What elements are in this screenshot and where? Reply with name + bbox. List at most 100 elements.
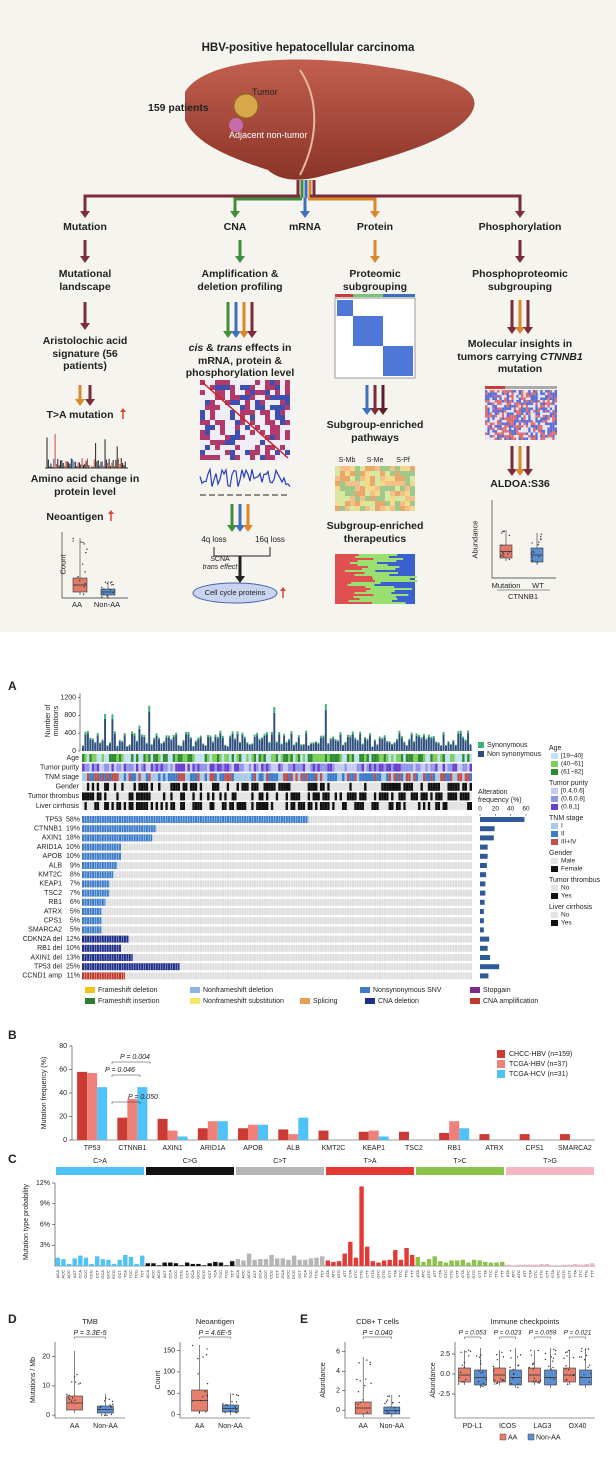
phos-cell — [540, 435, 543, 438]
phos-cell — [545, 390, 548, 393]
ther-red — [335, 602, 373, 604]
syn-bar — [400, 736, 403, 739]
track-cell — [408, 802, 411, 810]
mutation-bar — [427, 736, 430, 751]
heat-cell — [230, 450, 235, 455]
track-cell — [133, 792, 136, 801]
path-cell — [335, 471, 340, 476]
heat-cell — [255, 390, 260, 395]
phos-cell — [509, 405, 512, 408]
mutation-bar — [216, 738, 219, 751]
phos-cell — [501, 397, 505, 400]
point — [588, 1364, 591, 1366]
track-cell — [192, 754, 195, 762]
path-cell — [365, 471, 370, 476]
mutation-bar — [160, 744, 163, 751]
track-cell — [261, 782, 264, 791]
legend-swatch — [360, 987, 370, 993]
track-cell — [332, 773, 335, 782]
phos-cell — [530, 412, 533, 415]
gene-altered — [82, 871, 114, 879]
track-cell — [204, 773, 208, 782]
syn-bar — [457, 731, 460, 734]
heat-cell — [215, 390, 220, 395]
track-cell — [148, 782, 151, 791]
heat-cell — [255, 455, 260, 460]
track-cell — [422, 763, 426, 772]
phos-cell — [494, 435, 497, 438]
phos-cell — [547, 425, 550, 428]
mutation-bar — [265, 734, 268, 751]
group-band — [56, 1167, 144, 1175]
phos-cell — [540, 407, 543, 410]
phos-cell — [506, 435, 509, 438]
phos-cell — [542, 392, 545, 395]
syn-bar — [241, 732, 244, 736]
track-cell — [182, 782, 186, 791]
track-cell — [207, 773, 210, 782]
legend-label: CNA deletion — [378, 998, 419, 1005]
phos-cell — [497, 397, 500, 400]
x-tick-label: TSC2 — [405, 1145, 423, 1152]
track-cell — [445, 763, 448, 772]
x-tick-label: GCA — [280, 1270, 285, 1279]
phos-cell — [535, 435, 538, 438]
track-cell — [258, 754, 262, 762]
track-cell — [413, 754, 416, 762]
p-value: P = 0.004 — [120, 1054, 150, 1061]
bar — [280, 1258, 286, 1266]
track-label: Gender — [56, 784, 80, 791]
gene-freq-label: 7% — [70, 881, 80, 888]
freq-bar — [480, 945, 488, 951]
track-cell — [172, 763, 176, 772]
x-tick-label: GCT — [207, 1269, 212, 1278]
phos-cell — [537, 437, 541, 440]
track-cell — [376, 763, 379, 772]
y-axis-title: Abundance — [430, 1362, 437, 1398]
track-cell — [302, 802, 306, 810]
phos-cell — [545, 437, 548, 440]
point — [512, 1377, 514, 1380]
phos-cell — [545, 402, 548, 405]
path-cell — [385, 501, 390, 506]
track-cell — [131, 754, 134, 762]
bar — [381, 1260, 387, 1266]
track-cell — [307, 792, 311, 801]
track-cell — [160, 763, 163, 772]
heat-cell — [200, 385, 205, 390]
x-tick-label: TTT — [499, 1269, 504, 1277]
track-cell — [202, 802, 205, 810]
syn-bar — [177, 744, 180, 746]
phos-cell — [499, 422, 502, 425]
syn-bar — [155, 733, 158, 736]
phos-cell — [533, 392, 536, 395]
bracket — [74, 1336, 106, 1339]
legend-label: CNA amplification — [483, 998, 538, 1005]
track-cell — [295, 773, 298, 782]
phos-cell — [509, 430, 512, 433]
syn-bar — [128, 744, 131, 746]
legend-swatch — [551, 788, 558, 794]
bar — [404, 1248, 409, 1266]
point — [482, 1382, 484, 1384]
mutation-bar — [236, 733, 239, 751]
heat-cell — [245, 455, 250, 460]
freq-bar — [480, 927, 484, 933]
phos-cell — [530, 402, 533, 405]
point — [111, 584, 113, 586]
track-cell — [165, 763, 168, 772]
track-cell — [356, 754, 360, 762]
track-cell — [388, 782, 392, 791]
point — [111, 581, 113, 583]
bracket — [199, 1336, 231, 1339]
x-tick-label: GTG — [381, 1270, 386, 1279]
phos-cell — [511, 432, 514, 435]
point — [205, 1411, 207, 1413]
track-cell — [263, 792, 266, 801]
track-cell — [403, 754, 406, 762]
track-cell — [332, 754, 335, 762]
track-cell — [104, 763, 107, 772]
syn-bar — [454, 744, 457, 746]
track-cell — [457, 802, 460, 810]
x-tick-label: ACC — [241, 1270, 246, 1279]
